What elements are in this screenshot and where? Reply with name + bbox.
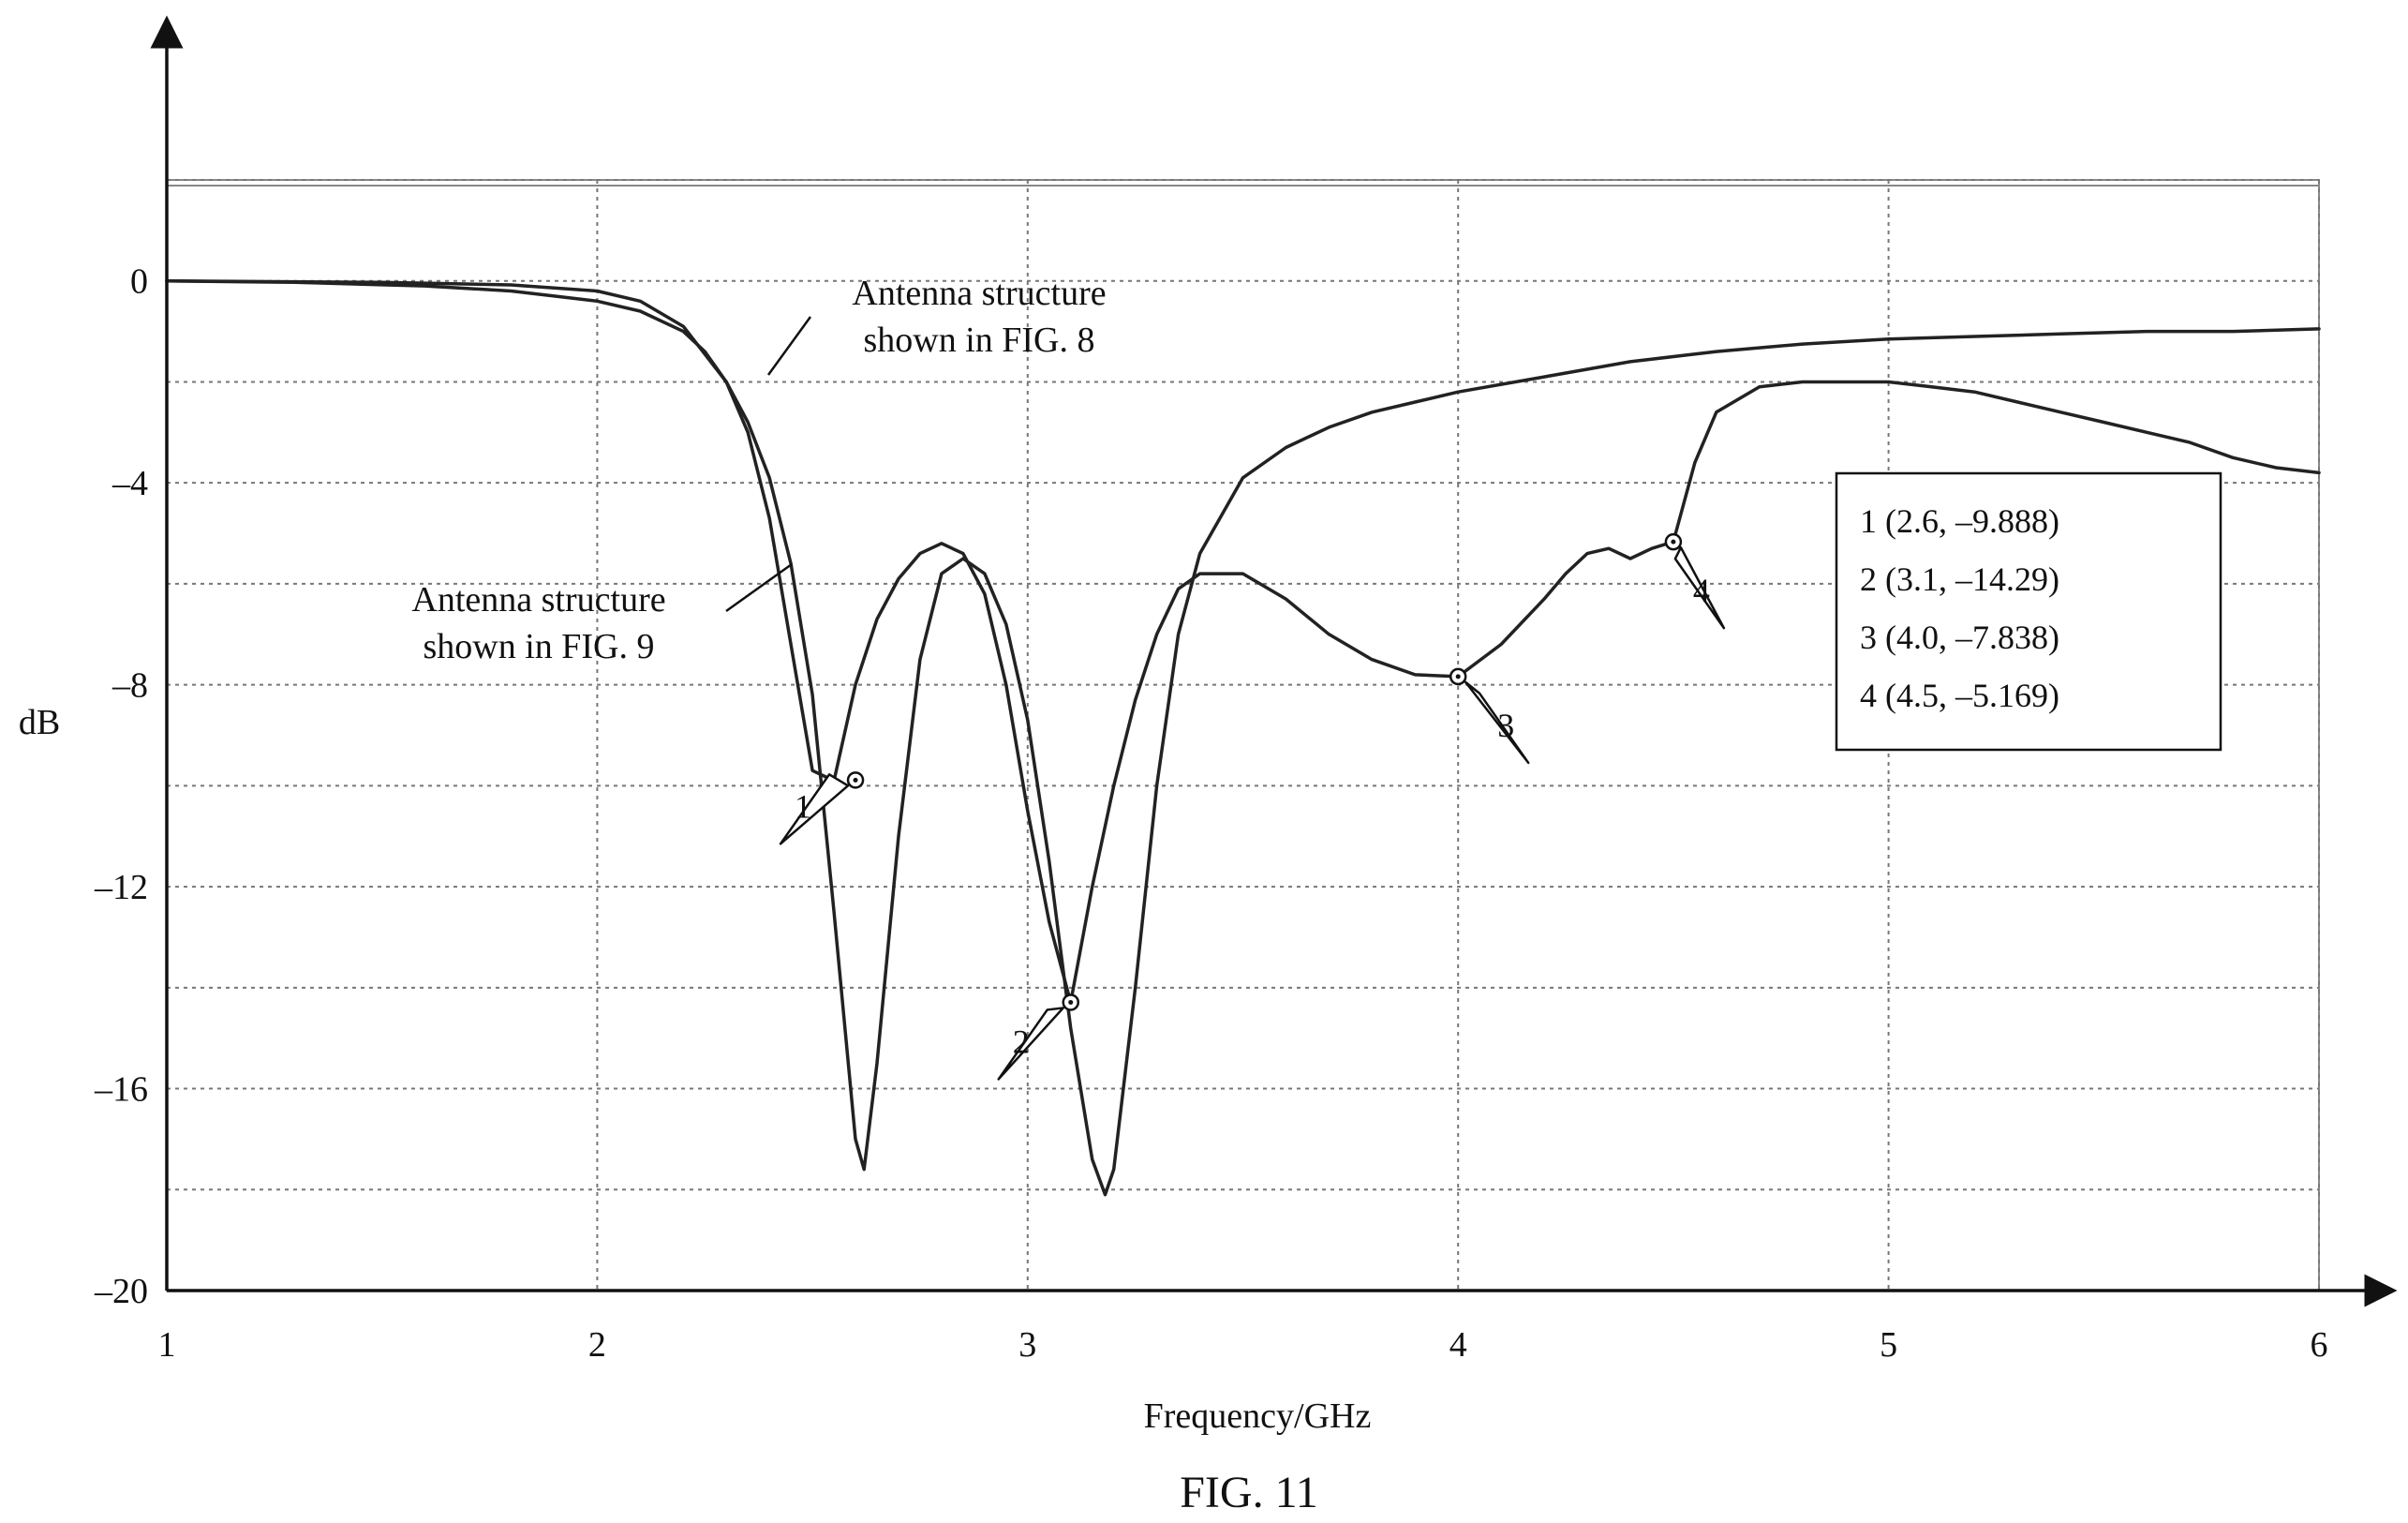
marker-legend-box [1835,471,2222,752]
y-tick-label: –20 [94,1272,148,1311]
x-tick-label: 3 [1018,1325,1036,1365]
x-tick-label: 5 [1880,1325,1897,1365]
marker-point-dot [1068,999,1074,1005]
marker-point-dot [1455,674,1461,679]
annotation-fig9-line1: Antenna structure [411,580,665,620]
markers: 1 2 3 4 [779,532,1726,1081]
marker-2: 2 [997,993,1079,1081]
marker-1: 1 [779,771,865,845]
marker-label: 3 [1497,707,1514,744]
marker-point-dot [853,777,858,783]
marker-flag [779,773,850,845]
x-tick-label: 2 [588,1325,606,1365]
marker-legend-entry-1: 1 (2.6, –9.888) [1860,502,2059,540]
annotation-fig8-leader [766,316,812,376]
marker-flag [1464,680,1530,765]
y-axis-title: dB [19,703,60,742]
marker-legend-entry-4: 4 (4.5, –5.169) [1860,677,2059,714]
marker-4: 4 [1664,532,1726,630]
y-tick-label: –8 [111,666,148,706]
figure-caption: FIG. 11 [1180,1468,1318,1517]
marker-label: 1 [795,787,811,825]
y-tick-label: –16 [94,1070,148,1110]
x-tick-label: 4 [1449,1325,1467,1365]
marker-label: 2 [1013,1023,1030,1060]
marker-flag [1673,545,1726,630]
marker-flag [997,1007,1064,1081]
y-tick-label: 0 [130,262,148,302]
annotation-fig9-leader [725,562,793,613]
annotation-fig8: Antenna structure shown in FIG. 8 [766,274,1107,376]
y-tick-label: –4 [111,464,148,503]
marker-point-dot [1671,539,1676,545]
series-group [165,278,2321,1197]
annotation-fig8-line1: Antenna structure [852,274,1106,313]
marker-legend-entry-2: 2 (3.1, –14.29) [1860,560,2059,598]
annotation-fig9-line2: shown in FIG. 9 [423,627,654,666]
marker-label: 4 [1693,572,1710,609]
x-tick-label: 6 [2311,1325,2328,1365]
marker-legend-entry-3: 3 (4.0, –7.838) [1860,619,2059,656]
annotation-fig8-line2: shown in FIG. 8 [863,321,1094,360]
y-tick-label: –12 [94,868,148,907]
marker-legend: 1 (2.6, –9.888) 2 (3.1, –14.29) 3 (4.0, … [1835,471,2222,752]
marker-3: 3 [1449,667,1530,765]
tick-labels: 1 2 3 4 5 6 0 –4 –8 –12 –16 –20 [94,262,2328,1365]
series-line-fig8 [165,278,2321,1005]
series-line-fig9 [165,278,2321,1197]
annotation-fig9: Antenna structure shown in FIG. 9 [411,562,793,666]
axes [150,15,2398,1307]
x-axis-title: Frequency/GHz [1144,1396,1372,1436]
x-tick-label: 1 [158,1325,176,1365]
